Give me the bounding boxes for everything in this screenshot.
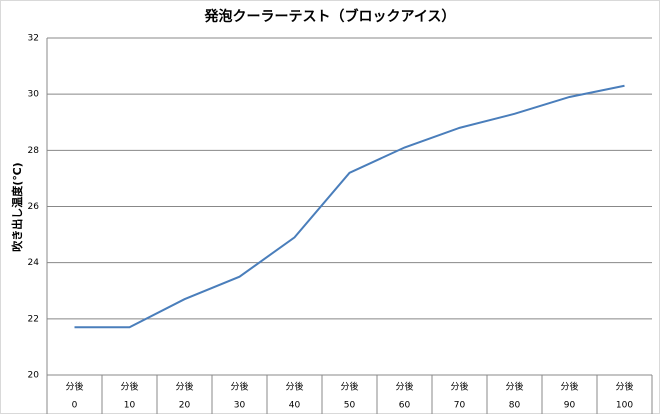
x-tick-label: 60 (399, 401, 411, 411)
x-tick-label: 10 (124, 401, 136, 411)
x-tick-unit: 分後 (175, 381, 193, 393)
x-tick-label: 30 (234, 401, 246, 411)
x-tick-unit: 分後 (395, 381, 413, 393)
x-tick-unit: 分後 (230, 381, 248, 393)
y-tick-label: 28 (28, 146, 40, 156)
x-tick-unit: 分後 (120, 381, 138, 393)
y-tick-label: 32 (28, 34, 39, 44)
y-tick-label: 26 (28, 202, 40, 212)
x-tick-label: 90 (564, 401, 576, 411)
x-tick-label: 80 (509, 401, 521, 411)
x-tick-label: 70 (454, 401, 466, 411)
y-axis-label: 吹き出し温度(℃) (10, 162, 24, 251)
x-tick-unit: 分後 (285, 381, 303, 393)
x-tick-unit: 分後 (340, 381, 358, 393)
chart-title: 発泡クーラーテスト（ブロックアイス） (204, 8, 456, 25)
data-line (74, 84, 625, 329)
y-tick-label: 22 (28, 314, 39, 324)
x-tick-unit: 分後 (615, 381, 633, 393)
y-tick-label: 30 (28, 90, 40, 100)
x-tick-label: 100 (616, 401, 633, 411)
x-tick-unit: 分後 (450, 381, 468, 393)
y-tick-label: 20 (28, 371, 40, 381)
x-tick-label: 40 (289, 401, 301, 411)
x-tick-label: 0 (72, 401, 78, 411)
x-tick-unit: 分後 (65, 381, 83, 393)
x-tick-label: 20 (179, 401, 191, 411)
y-tick-label: 24 (28, 258, 40, 268)
x-tick-unit: 分後 (560, 381, 578, 393)
x-tick-unit: 分後 (505, 381, 523, 393)
x-tick-label: 50 (344, 401, 356, 411)
